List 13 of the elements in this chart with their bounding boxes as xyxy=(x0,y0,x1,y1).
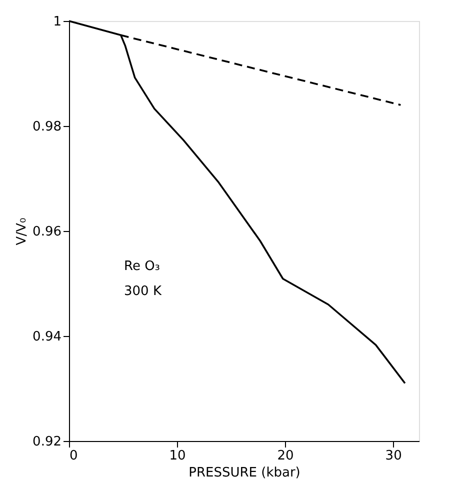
y-tick-label: 0.94 xyxy=(32,330,62,344)
y-tick-label: 0.98 xyxy=(32,120,62,134)
x-tick-label: 30 xyxy=(385,448,402,464)
y-tick-label: 0.92 xyxy=(32,434,62,450)
x-tick-label: 10 xyxy=(169,448,186,464)
x-tick-label: 0 xyxy=(70,448,78,464)
y-tick-label: 1 xyxy=(53,14,62,30)
x-tick-label: 20 xyxy=(277,448,294,464)
annotation: Re O₃ xyxy=(124,259,160,274)
annotation: 300 K xyxy=(124,284,162,299)
y-tick-label: 0.96 xyxy=(32,224,62,240)
y-axis-title: V/V₀ xyxy=(14,218,30,246)
x-axis-title: PRESSURE (kbar) xyxy=(188,466,300,480)
